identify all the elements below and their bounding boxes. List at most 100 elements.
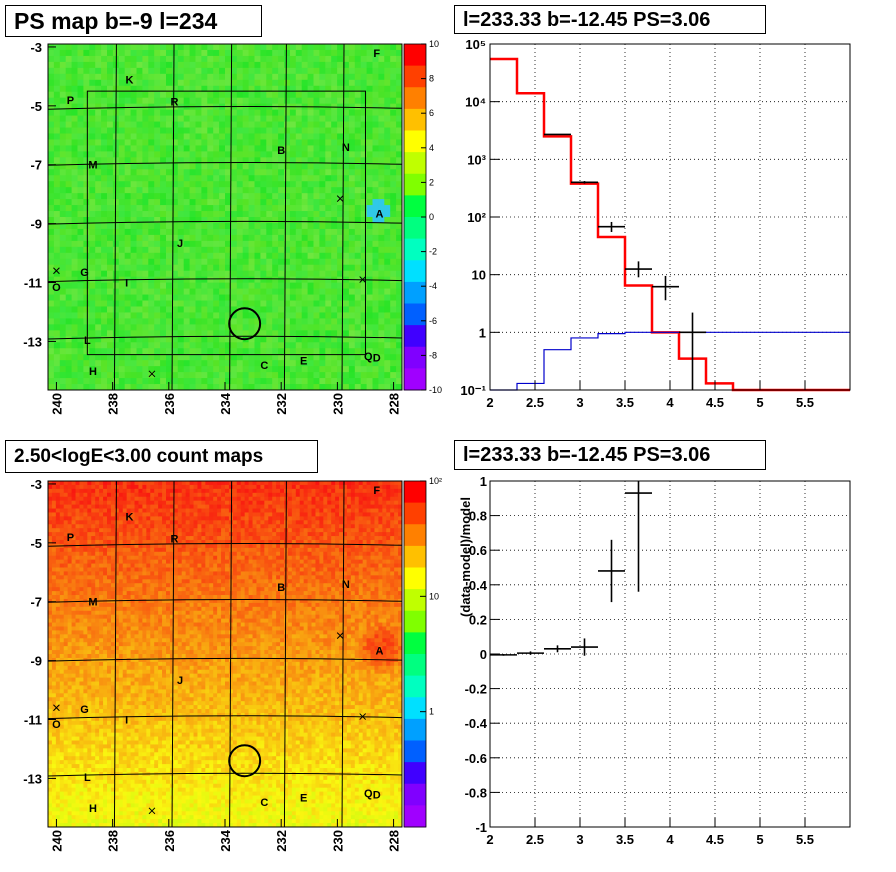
y-tick-label: 10²: [467, 210, 486, 225]
source-label: O: [52, 719, 61, 731]
source-label: L: [84, 335, 91, 347]
grid-line-lat: [47, 598, 403, 603]
x-tick-label: 4.5: [706, 395, 724, 410]
x-tick-label: 3.5: [616, 832, 634, 847]
colorbar-label: -8: [429, 350, 437, 360]
y-tick-label: 10: [472, 268, 486, 283]
source-label: E: [300, 356, 307, 368]
grid-line-lat: [47, 161, 403, 166]
source-label: N: [342, 142, 350, 154]
y-tick-label: -0.4: [465, 716, 488, 731]
x-tick-label: 4.5: [706, 832, 724, 847]
source-label: H: [89, 366, 97, 378]
colorbar-segment: [404, 718, 426, 741]
x-tick-label: 2: [486, 832, 493, 847]
source-label: F: [373, 485, 380, 497]
spectrum-title: l=233.33 b=-12.45 PS=3.06: [454, 5, 766, 34]
x-tick-label: 3.5: [616, 395, 634, 410]
source-marker-x: [53, 267, 60, 275]
roi-box: [86, 90, 366, 356]
colorbar-segment: [404, 502, 426, 525]
source-label: R: [170, 96, 178, 108]
source-label: M: [88, 597, 97, 609]
y-tick-label: -7: [30, 595, 42, 610]
colorbar-label: 6: [429, 108, 434, 118]
x-tick-label: 3: [576, 832, 583, 847]
source-label: D: [373, 790, 381, 802]
source-label: N: [342, 579, 350, 591]
colorbar-label: 10²: [429, 476, 442, 486]
colorbar-label: 2: [429, 177, 434, 187]
y-tick-label: -3: [30, 40, 42, 55]
y-tick-label: -5: [30, 536, 42, 551]
colorbar-segment: [404, 567, 426, 590]
x-tick-label: 230: [330, 830, 345, 852]
grid-line-lat: [47, 715, 403, 720]
source-label: G: [80, 704, 89, 716]
x-tick-label: 2.5: [526, 832, 544, 847]
source-label: Q: [364, 351, 373, 363]
x-tick-label: 238: [106, 830, 121, 852]
source-label: B: [277, 582, 285, 594]
colorbar-segment: [404, 783, 426, 806]
colorbar-segment: [404, 44, 426, 67]
colorbar-segment: [404, 545, 426, 568]
colorbar-segment: [404, 217, 426, 240]
colorbar-segment: [404, 610, 426, 633]
y-tick-label: -0.6: [465, 751, 487, 766]
colorbar-segment: [404, 173, 426, 196]
colorbar-segment: [404, 675, 426, 698]
source-label: B: [277, 145, 285, 157]
y-tick-label: 10³: [467, 152, 486, 167]
colorbar-label: -6: [429, 316, 437, 326]
y-tick-label: -3: [30, 477, 42, 492]
residual-title: l=233.33 b=-12.45 PS=3.06: [454, 440, 766, 470]
x-tick-label: 236: [162, 830, 177, 852]
grid-line-lat: [47, 106, 403, 110]
colorbar-segment: [404, 762, 426, 785]
grid-line-lon: [171, 480, 175, 828]
grid-line-lon: [341, 43, 345, 391]
y-tick-label: -9: [30, 217, 42, 232]
x-tick-label: 238: [106, 393, 121, 415]
colorbar-segment: [404, 303, 426, 326]
source-label: O: [52, 282, 61, 294]
colorbar-segment: [404, 238, 426, 261]
x-tick-label: 228: [387, 393, 402, 415]
ps-map-title: PS map b=-9 l=234: [5, 5, 262, 37]
colorbar-label: 10: [429, 39, 439, 49]
y-tick-label: -1: [475, 820, 487, 835]
colorbar-segment: [404, 260, 426, 283]
colorbar-label: -4: [429, 281, 437, 291]
x-tick-label: 4: [666, 832, 674, 847]
y-tick-label: 0: [480, 647, 487, 662]
colorbar-segment: [404, 346, 426, 369]
source-label: P: [67, 95, 74, 107]
colorbar-segment: [404, 368, 426, 391]
ps-map-coordinate-grid: [47, 43, 403, 391]
source-label: K: [125, 511, 133, 523]
y-tick-label: 1: [480, 474, 487, 489]
x-tick-label: 234: [218, 392, 233, 414]
ps-map-colorbar: 10 8 6 4 2 0 -2 -4 -6 -8 -10: [403, 39, 442, 395]
y-tick-label: -0.2: [465, 682, 487, 697]
x-tick-label: 232: [274, 830, 289, 852]
y-tick-label: 1: [479, 325, 486, 340]
grid-line-lat: [47, 335, 403, 340]
source-marker-x: [336, 195, 344, 202]
source-marker-x: [336, 632, 344, 639]
count-map-panel: K F P R B N M A J G I O L H C E Q D 240 238 236 234 232 230 228…: [23, 476, 442, 852]
colorbar-label: 4: [429, 143, 434, 153]
colorbar-segment: [404, 481, 426, 504]
colorbar-segment: [404, 325, 426, 348]
source-label: K: [125, 74, 133, 86]
grid-line-lon: [113, 43, 117, 391]
count-map-colorbar: 10² 10 1: [403, 476, 442, 828]
source-label: E: [300, 793, 307, 805]
colorbar-label: 10: [429, 591, 439, 601]
source-label: L: [84, 772, 91, 784]
source-label: F: [373, 48, 380, 60]
colorbar-segment: [404, 589, 426, 612]
grid-line-lat: [47, 220, 403, 225]
